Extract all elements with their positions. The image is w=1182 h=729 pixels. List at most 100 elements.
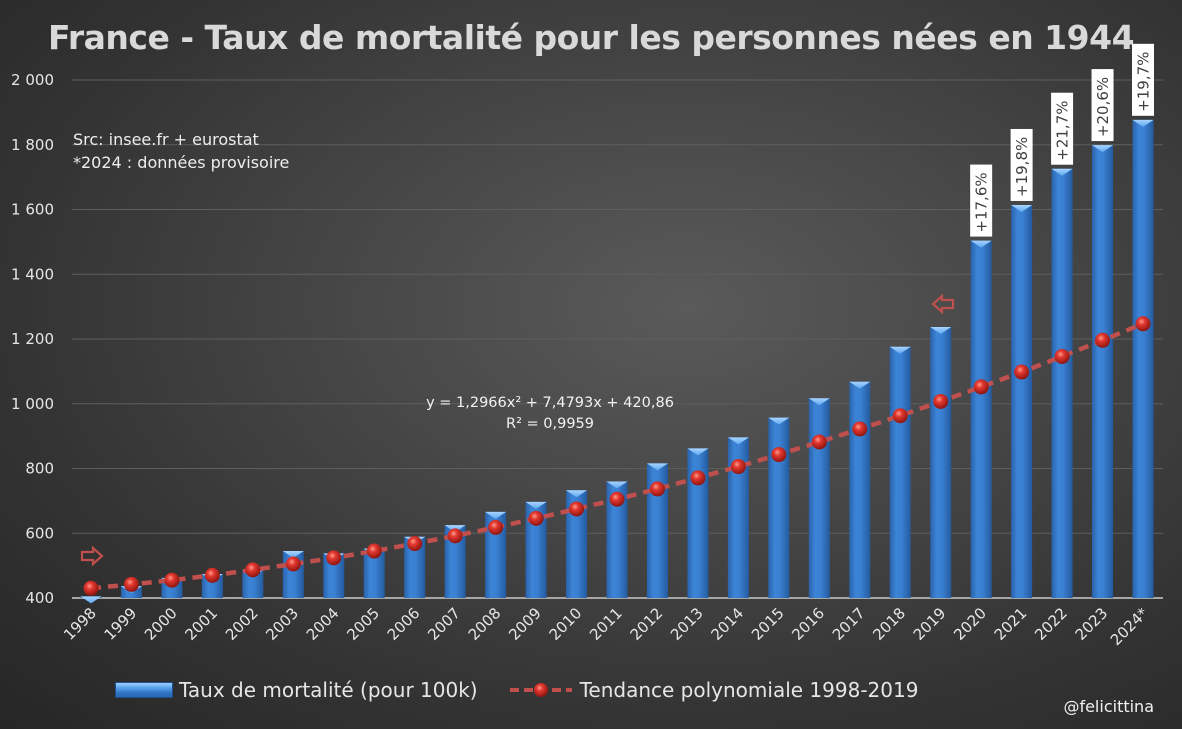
trend-point[interactable] <box>326 550 342 566</box>
trend-point[interactable] <box>1014 364 1030 380</box>
bar[interactable] <box>485 511 507 598</box>
bar-cap <box>1092 145 1114 153</box>
trend-point[interactable] <box>528 510 544 526</box>
x-tick-label: 2022 <box>1031 604 1071 644</box>
bar-cap <box>930 327 952 335</box>
bar[interactable] <box>646 463 668 598</box>
bar-annotations: +17,6% +19,8% +21,7% +20,6% +19,7% <box>970 43 1154 237</box>
trend-point[interactable] <box>609 491 625 507</box>
trend-point[interactable] <box>892 408 908 424</box>
bar-swatch-icon <box>115 682 173 698</box>
bar-cap <box>282 551 304 559</box>
y-axis-ticks: 400 600 800 1 000 1 200 1 400 1 600 1 800 2 000 <box>11 71 54 607</box>
bar-body <box>889 346 911 598</box>
x-tick-label: 2004 <box>303 604 343 644</box>
percent-label-box <box>1051 92 1074 165</box>
dashed-line-marker-icon <box>509 683 572 697</box>
bar[interactable] <box>768 417 790 598</box>
bar-body <box>1132 119 1154 598</box>
trend-point[interactable] <box>285 556 301 572</box>
bar[interactable] <box>566 490 588 598</box>
trend-point[interactable] <box>407 536 423 552</box>
percent-label-text: +17,6% <box>973 172 991 232</box>
trend-point[interactable] <box>366 543 382 559</box>
trend-point[interactable] <box>973 379 989 395</box>
trend-point[interactable] <box>933 393 949 409</box>
trend-point[interactable] <box>690 470 706 486</box>
bar[interactable] <box>1011 204 1033 598</box>
trend-point[interactable] <box>730 459 746 475</box>
bar[interactable] <box>687 448 709 598</box>
source-note: Src: insee.fr + eurostat *2024 : données… <box>73 128 289 174</box>
bar[interactable] <box>1092 145 1114 599</box>
bar[interactable] <box>849 381 871 598</box>
trend-point[interactable] <box>447 528 463 544</box>
bar[interactable] <box>727 437 749 598</box>
bar-cap <box>970 240 992 248</box>
x-tick-label: 2009 <box>505 604 545 644</box>
x-tick-label: 2012 <box>627 604 667 644</box>
bar-cap <box>485 511 507 519</box>
bar-body <box>363 548 385 598</box>
bar[interactable] <box>1132 119 1154 598</box>
x-tick-label: 1998 <box>60 604 100 644</box>
bar[interactable] <box>889 346 911 598</box>
bar-body <box>242 570 264 598</box>
legend-item-bars[interactable]: Taux de mortalité (pour 100k) <box>115 678 478 702</box>
provisional-note: *2024 : données provisoire <box>73 153 290 172</box>
bar[interactable] <box>80 596 102 604</box>
y-tick-label: 1 600 <box>11 201 54 219</box>
x-tick-label: 2013 <box>667 604 707 644</box>
trend-point[interactable] <box>245 562 261 578</box>
trend-point[interactable] <box>83 580 99 596</box>
bar[interactable] <box>606 481 628 598</box>
x-tick-label: 2021 <box>991 604 1031 644</box>
legend: Taux de mortalité (pour 100k) Tendance p… <box>115 678 948 702</box>
trend-point[interactable] <box>569 501 585 517</box>
x-tick-label: 2018 <box>869 604 909 644</box>
percent-label: +20,6% <box>1091 69 1114 142</box>
percent-label-text: +19,7% <box>1135 52 1153 112</box>
trend-point[interactable] <box>1095 332 1111 348</box>
bar-cap <box>646 463 668 471</box>
bar-body <box>1092 145 1114 599</box>
trend-point[interactable] <box>771 447 787 463</box>
trend-point[interactable] <box>1135 316 1151 332</box>
bar-body <box>404 536 426 598</box>
bar[interactable] <box>808 398 830 598</box>
trend-point[interactable] <box>204 567 220 583</box>
x-tick-label: 2023 <box>1072 604 1112 644</box>
author-watermark: @felicittina <box>1063 697 1154 716</box>
x-tick-label: 2016 <box>788 604 828 644</box>
trend-point[interactable] <box>852 421 868 437</box>
trendline-equation: y = 1,2966x² + 7,4793x + 420,86 R² = 0,9… <box>380 393 720 435</box>
bar[interactable] <box>930 327 952 598</box>
bar[interactable] <box>525 501 547 598</box>
trend-point[interactable] <box>811 434 827 450</box>
bar[interactable] <box>970 240 992 598</box>
trend-point[interactable] <box>1054 348 1070 364</box>
trend-point[interactable] <box>649 481 665 497</box>
legend-bar-label: Taux de mortalité (pour 100k) <box>179 678 478 702</box>
legend-item-trend[interactable]: Tendance polynomiale 1998-2019 <box>508 678 918 702</box>
bar-cap <box>727 437 749 445</box>
bar-cap <box>687 448 709 456</box>
trend-point[interactable] <box>488 519 504 535</box>
y-tick-label: 2 000 <box>11 71 54 89</box>
percent-label-box <box>970 164 993 237</box>
bar[interactable] <box>1051 168 1073 598</box>
trend-point[interactable] <box>123 576 139 592</box>
x-tick-label: 2019 <box>910 604 950 644</box>
x-tick-label: 2015 <box>748 604 788 644</box>
y-tick-label: 1 000 <box>11 395 54 413</box>
bar-cap <box>1011 204 1033 212</box>
y-tick-label: 400 <box>25 589 54 607</box>
trend-point[interactable] <box>164 572 180 588</box>
x-tick-label: 2011 <box>586 604 626 644</box>
bar-cap <box>808 398 830 406</box>
bar-body <box>687 448 709 598</box>
x-tick-label: 2002 <box>222 604 262 644</box>
bar-body <box>849 381 871 598</box>
y-tick-label: 1 400 <box>11 265 54 283</box>
percent-label: +19,8% <box>1010 128 1033 201</box>
